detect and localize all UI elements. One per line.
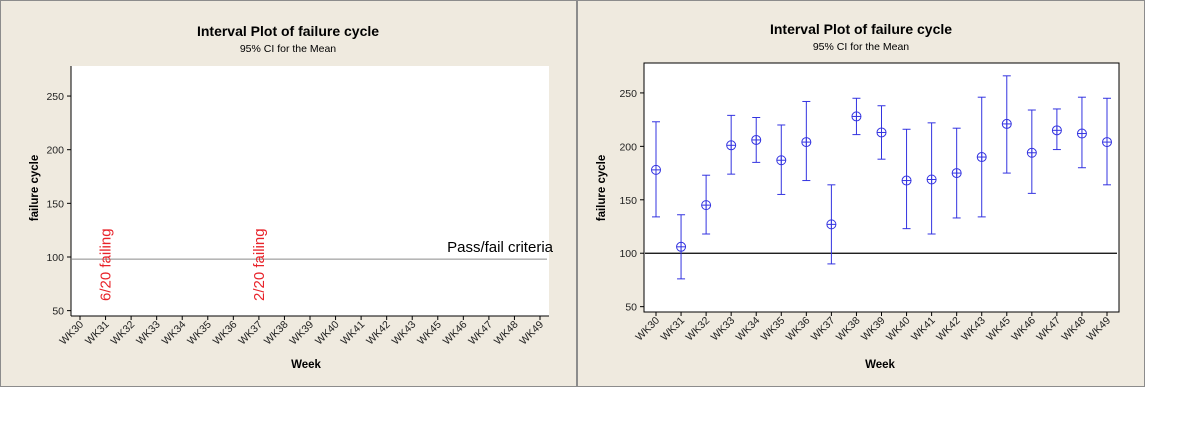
x-tick-label: WK42	[364, 319, 393, 348]
plot-area	[71, 66, 549, 316]
pass-fail-criteria-label: Pass/fail criteria	[447, 239, 554, 256]
x-tick-label: WK37	[236, 319, 265, 348]
x-tick-label: WK32	[109, 319, 138, 348]
x-tick-label: WK38	[262, 319, 291, 348]
x-tick-label: WK34	[160, 319, 189, 348]
x-tick-label: WK45	[984, 315, 1013, 344]
x-tick-label: WK30	[57, 319, 86, 348]
y-tick-label: 250	[619, 88, 637, 100]
failing-annotation: 6/20 failing	[98, 228, 115, 301]
y-tick-label: 250	[46, 91, 64, 103]
x-tick-label: WK37	[809, 315, 838, 344]
left-interval-plot: Interval Plot of failure cycle 95% CI fo…	[29, 23, 554, 371]
x-tick-label: WK33	[134, 319, 163, 348]
x-tick-label: WK40	[313, 319, 342, 348]
x-tick-label: WK31	[658, 315, 687, 344]
x-tick-label: WK43	[959, 315, 988, 344]
x-tick-label: WK35	[759, 315, 788, 344]
x-tick-label: WK49	[1084, 315, 1113, 344]
x-tick-label: WK36	[784, 315, 813, 344]
x-tick-label: WK41	[909, 315, 938, 344]
right-chart-panel: Interval Plot of failure cycle 95% CI fo…	[577, 0, 1145, 387]
y-tick-label: 200	[46, 145, 64, 157]
chart-subtitle: 95% CI for the Mean	[240, 43, 336, 55]
y-axis-label: failure cycle	[596, 155, 608, 221]
x-tick-label: WK34	[734, 315, 763, 344]
y-tick-label: 150	[46, 198, 64, 210]
plot-area	[643, 62, 1120, 313]
x-tick-label: WK48	[492, 319, 521, 348]
chart-subtitle: 95% CI for the Mean	[813, 41, 909, 53]
chart-title: Interval Plot of failure cycle	[770, 21, 952, 37]
x-tick-label: WK47	[1034, 315, 1063, 344]
left-chart-panel: Interval Plot of failure cycle 95% CI fo…	[0, 0, 577, 387]
right-interval-plot: Interval Plot of failure cycle 95% CI fo…	[596, 21, 1120, 371]
x-tick-label: WK46	[441, 319, 470, 348]
x-axis-label: Week	[865, 359, 895, 371]
y-tick-label: 150	[619, 195, 637, 207]
x-tick-label: WK43	[390, 319, 419, 348]
y-tick-label: 200	[619, 141, 637, 153]
y-tick-label: 100	[46, 252, 64, 264]
x-tick-label: WK42	[934, 315, 963, 344]
x-tick-label: WK46	[1009, 315, 1038, 344]
x-tick-label: WK32	[684, 315, 713, 344]
x-axis-label: Week	[291, 359, 321, 371]
x-tick-label: WK45	[415, 319, 444, 348]
x-tick-label: WK39	[859, 315, 888, 344]
y-axis-label: failure cycle	[29, 155, 41, 221]
x-tick-label: WK48	[1059, 315, 1088, 344]
x-tick-label: WK33	[709, 315, 738, 344]
failing-annotation: 2/20 failing	[251, 228, 268, 301]
x-tick-label: WK30	[633, 315, 662, 344]
x-tick-label: WK36	[211, 319, 240, 348]
x-tick-label: WK47	[466, 319, 495, 348]
x-tick-label: WK41	[339, 319, 368, 348]
x-tick-label: WK35	[185, 319, 214, 348]
y-tick-label: 100	[619, 248, 637, 260]
y-tick-label: 50	[625, 302, 637, 314]
x-tick-label: WK39	[287, 319, 316, 348]
y-tick-label: 50	[52, 306, 64, 318]
x-tick-label: WK31	[83, 319, 112, 348]
x-tick-label: WK49	[517, 319, 546, 348]
x-tick-label: WK38	[834, 315, 863, 344]
chart-title: Interval Plot of failure cycle	[197, 23, 379, 39]
x-tick-label: WK40	[884, 315, 913, 344]
